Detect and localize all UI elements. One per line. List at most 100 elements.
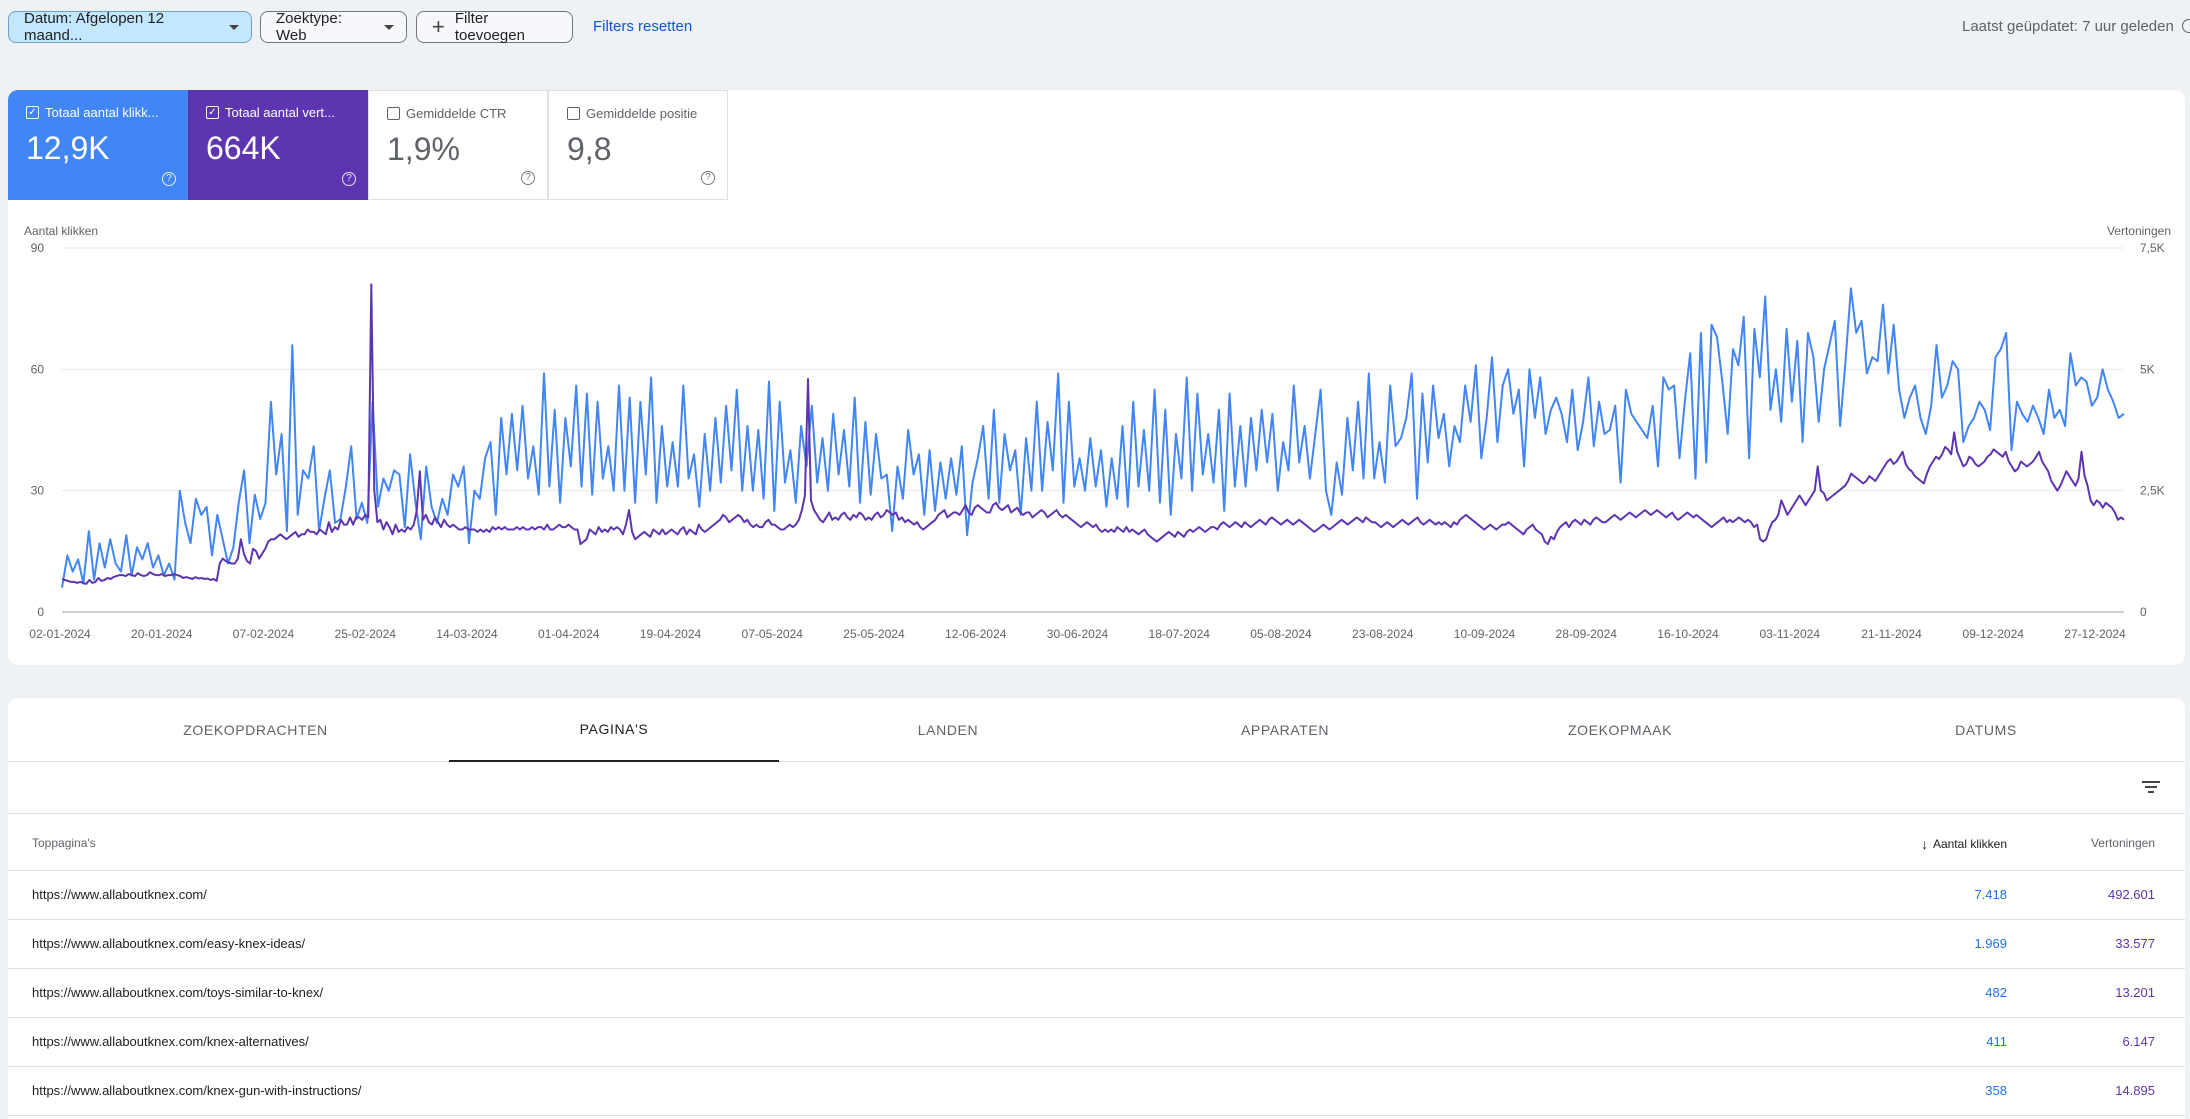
page-url[interactable]: https://www.allaboutknex.com/knex-altern…: [32, 1034, 309, 1049]
table-row[interactable]: https://www.allaboutknex.com/knex-gun-wi…: [8, 1067, 2185, 1116]
page-url[interactable]: https://www.allaboutknex.com/knex-gun-wi…: [32, 1083, 362, 1098]
tab-pages[interactable]: PAGINA'S: [449, 698, 779, 762]
table-row[interactable]: https://www.allaboutknex.com/ 7.418 492.…: [8, 871, 2185, 920]
clicks-value: 1.969: [1974, 936, 2007, 951]
table-row[interactable]: https://www.allaboutknex.com/easy-knex-i…: [8, 920, 2185, 969]
page-url[interactable]: https://www.allaboutknex.com/: [32, 887, 207, 902]
sort-arrow-down-icon: ↓: [1920, 836, 1928, 852]
metric-label: Gemiddelde CTR: [406, 106, 507, 121]
series-line-clicks: [61, 287, 2125, 588]
date-filter-label: Datum: Afgelopen 12 maand...: [24, 10, 165, 44]
help-icon[interactable]: ?: [162, 172, 176, 186]
metric-average-ctr[interactable]: Gemiddelde CTR 1,9% ?: [368, 90, 548, 200]
x-tick-label: 10-09-2024: [1454, 627, 1516, 641]
metric-total-impressions[interactable]: ✓ Totaal aantal vert... 664K ?: [188, 90, 368, 200]
metric-label: Gemiddelde positie: [586, 106, 698, 121]
filter-icon[interactable]: [2141, 779, 2161, 795]
page-url[interactable]: https://www.allaboutknex.com/toys-simila…: [32, 985, 324, 1000]
metric-label: Totaal aantal klikk...: [45, 105, 159, 120]
column-header-clicks-label: Aantal klikken: [1932, 837, 2007, 851]
x-tick-label: 07-02-2024: [233, 627, 295, 641]
metric-header: Gemiddelde positie: [567, 106, 709, 121]
column-header-clicks[interactable]: ↓ Aantal klikken: [1921, 836, 2007, 852]
help-icon[interactable]: ?: [701, 171, 715, 185]
x-tick-label: 27-12-2024: [2064, 627, 2126, 641]
metric-value: 9,8: [567, 131, 612, 167]
x-tick-label: 07-05-2024: [742, 627, 804, 641]
tab-dates[interactable]: DATUMS: [1955, 722, 2017, 738]
last-updated-text: Laatst geüpdatet: 7 uur geleden: [1961, 18, 2174, 35]
reset-filters-link[interactable]: Filters resetten: [593, 18, 693, 35]
clicks-value: 482: [1985, 985, 2007, 1000]
tab-queries[interactable]: ZOEKOPDRACHTEN: [183, 722, 328, 738]
metric-value: 1,9%: [387, 131, 460, 167]
clicks-value: 358: [1985, 1083, 2007, 1098]
metric-header: ✓ Totaal aantal vert...: [206, 105, 350, 120]
x-tick-label: 02-01-2024: [29, 627, 91, 641]
x-tick-label: 20-01-2024: [131, 627, 193, 641]
metric-total-clicks[interactable]: ✓ Totaal aantal klikk... 12,9K ?: [8, 90, 188, 200]
x-tick-label: 28-09-2024: [1556, 627, 1618, 641]
y-tick-label-left: 30: [31, 484, 45, 498]
metric-value: 12,9K: [26, 130, 110, 166]
clicks-value: 7.418: [1974, 887, 2007, 902]
x-tick-label: 09-12-2024: [1963, 627, 2025, 641]
last-updated: Laatst geüpdatet: 7 uur geleden: [1962, 18, 2190, 35]
x-tick-label: 05-08-2024: [1250, 627, 1312, 641]
searchtype-filter-label: Zoektype: Web: [276, 10, 342, 44]
help-icon[interactable]: ?: [521, 171, 535, 185]
performance-card: ✓ Totaal aantal klikk... 12,9K ? ✓ Totaa…: [8, 90, 2185, 665]
metric-average-position[interactable]: Gemiddelde positie 9,8 ?: [548, 90, 728, 200]
metric-label: Totaal aantal vert...: [225, 105, 335, 120]
info-icon[interactable]: [2182, 19, 2190, 33]
help-icon[interactable]: ?: [342, 172, 356, 186]
date-filter-chip[interactable]: Datum: Afgelopen 12 maand...: [8, 10, 252, 44]
impressions-value: 33.577: [2115, 936, 2155, 951]
table-row[interactable]: https://www.allaboutknex.com/toys-simila…: [8, 969, 2185, 1018]
y-tick-label-left: 60: [31, 362, 45, 376]
tab-countries[interactable]: LANDEN: [917, 722, 979, 738]
x-tick-label: 30-06-2024: [1047, 627, 1109, 641]
add-filter-button[interactable]: + Filter toevoegen: [416, 10, 573, 44]
checkbox-checked-icon[interactable]: ✓: [206, 106, 219, 119]
x-tick-label: 19-04-2024: [640, 627, 702, 641]
y-tick-label-right: 7,5K: [2140, 241, 2165, 255]
y-tick-label-right: 2,5K: [2140, 484, 2165, 498]
table-row[interactable]: https://www.allaboutknex.com/knex-altern…: [8, 1018, 2185, 1067]
table-header: Toppagina's ↓ Aantal klikken Vertoningen: [8, 815, 2185, 871]
table-toolbar: [8, 762, 2185, 814]
plus-icon: +: [432, 14, 445, 39]
checkbox-unchecked-icon[interactable]: [567, 107, 580, 120]
impressions-value: 492.601: [2108, 887, 2155, 902]
metric-header: ✓ Totaal aantal klikk...: [26, 105, 170, 120]
column-header-impressions[interactable]: Vertoningen: [2090, 836, 2155, 850]
x-tick-label: 18-07-2024: [1149, 627, 1211, 641]
impressions-value: 13.201: [2115, 985, 2155, 1000]
checkbox-unchecked-icon[interactable]: [387, 107, 400, 120]
metric-header: Gemiddelde CTR: [387, 106, 529, 121]
column-header-pages[interactable]: Toppagina's: [32, 836, 96, 850]
dimension-tabs: ZOEKOPDRACHTEN PAGINA'S LANDEN APPARATEN…: [8, 698, 2185, 762]
checkbox-checked-icon[interactable]: ✓: [26, 106, 39, 119]
x-tick-label: 21-11-2024: [1861, 627, 1922, 641]
impressions-value: 6.147: [2122, 1034, 2155, 1049]
x-tick-label: 25-02-2024: [335, 627, 397, 641]
chevron-down-icon: [384, 24, 394, 30]
page-url[interactable]: https://www.allaboutknex.com/easy-knex-i…: [32, 936, 306, 951]
chevron-down-icon: [229, 24, 239, 30]
tab-search-appearance[interactable]: ZOEKOPMAAK: [1567, 722, 1673, 738]
y-axis-label-left: Aantal klikken: [24, 224, 98, 238]
x-tick-label: 03-11-2024: [1760, 627, 1821, 641]
filter-bar: Datum: Afgelopen 12 maand... Zoektype: W…: [0, 0, 2190, 54]
x-tick-label: 01-04-2024: [538, 627, 600, 641]
x-tick-label: 14-03-2024: [436, 627, 498, 641]
y-tick-label-left: 0: [37, 605, 44, 619]
x-tick-label: 25-05-2024: [843, 627, 905, 641]
x-tick-label: 16-10-2024: [1657, 627, 1719, 641]
searchtype-filter-chip[interactable]: Zoektype: Web: [260, 10, 407, 44]
add-filter-label: Filter toevoegen: [454, 10, 525, 44]
x-tick-label: 23-08-2024: [1352, 627, 1414, 641]
performance-chart[interactable]: Aantal klikken Vertoningen 90 7,5K 60 5K 30 2,5…: [8, 90, 2185, 665]
y-axis-label-right: Vertoningen: [2107, 224, 2171, 238]
tab-devices[interactable]: APPARATEN: [1240, 722, 1330, 738]
